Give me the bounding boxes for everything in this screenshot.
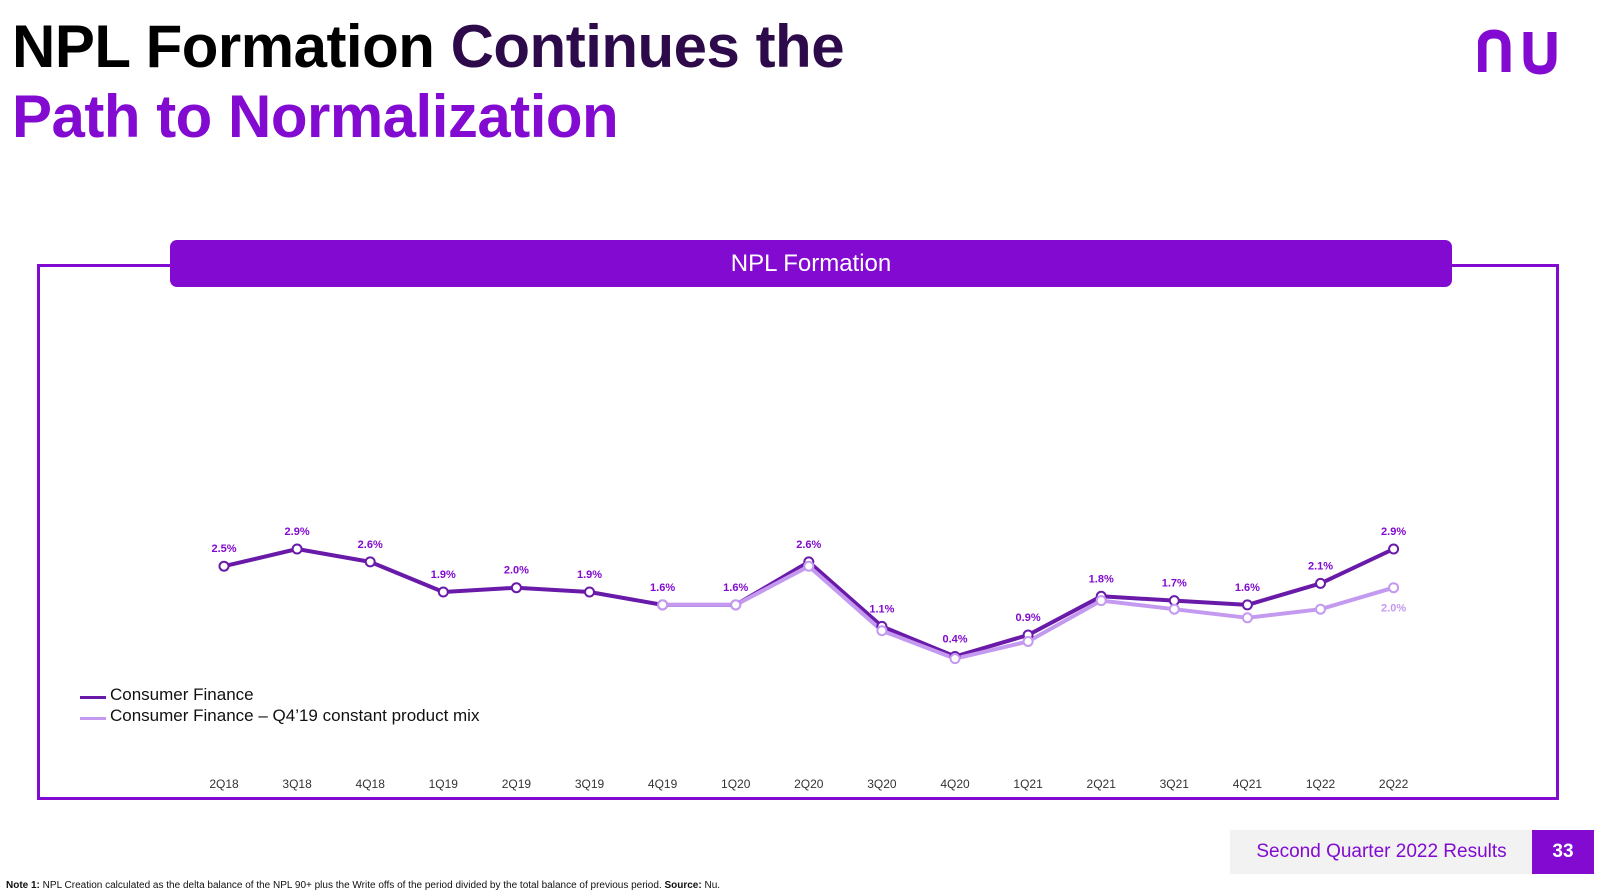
x-tick-label: 2Q18 [209, 777, 239, 791]
x-tick-label: 1Q21 [1013, 777, 1043, 791]
data-label: 1.8% [1089, 573, 1114, 585]
legend-swatch-light [80, 717, 106, 720]
chart-legend: Consumer Finance Consumer Finance – Q4’1… [80, 684, 479, 726]
title-part-1: NPL Formation [12, 13, 451, 80]
x-tick-label: 2Q19 [502, 777, 532, 791]
data-point [1241, 612, 1253, 624]
data-label: 2.9% [1381, 526, 1406, 538]
legend-swatch-dark [80, 696, 106, 699]
data-point [657, 599, 669, 611]
data-point [803, 560, 815, 572]
data-point [218, 560, 230, 572]
data-label: 0.4% [942, 634, 967, 646]
x-tick-label: 1Q22 [1306, 777, 1336, 791]
x-tick-label: 3Q19 [575, 777, 605, 791]
x-tick-label: 2Q22 [1379, 777, 1409, 791]
data-label: 1.7% [1162, 578, 1187, 590]
x-tick-label: 4Q20 [940, 777, 970, 791]
data-label: 1.6% [650, 582, 675, 594]
data-label: 1.9% [431, 569, 456, 581]
data-point [364, 556, 376, 568]
x-tick-label: 2Q21 [1087, 777, 1117, 791]
x-tick-label: 3Q20 [867, 777, 897, 791]
data-label: 2.1% [1308, 560, 1333, 572]
chart-title: NPL Formation [170, 240, 1452, 287]
x-tick-label: 1Q19 [429, 777, 459, 791]
data-point [437, 586, 449, 598]
data-point [1022, 635, 1034, 647]
data-point [949, 653, 961, 665]
x-tick-label: 4Q18 [356, 777, 386, 791]
data-label: 1.6% [723, 582, 748, 594]
data-point [1315, 577, 1326, 589]
data-label: 1.6% [1235, 582, 1260, 594]
data-point [291, 543, 303, 555]
data-label: 2.0% [504, 565, 529, 577]
legend-item-consumer-finance: Consumer Finance [80, 684, 479, 705]
legend-label: Consumer Finance – Q4’19 constant produc… [110, 706, 480, 725]
data-label: 2.0% [1381, 603, 1406, 615]
footnote: Note 1: NPL Creation calculated as the d… [6, 880, 720, 891]
note-label: Note 1: [6, 880, 40, 891]
data-point [1095, 595, 1107, 607]
legend-label: Consumer Finance [110, 685, 254, 704]
nu-logo-icon [1478, 29, 1557, 75]
x-tick-label: 3Q21 [1160, 777, 1190, 791]
data-label: 2.5% [211, 543, 236, 555]
x-tick-label: 3Q18 [282, 777, 312, 791]
data-point [510, 582, 522, 594]
data-point [1168, 603, 1180, 615]
data-point [1388, 582, 1400, 594]
data-label: 2.6% [358, 539, 383, 551]
source-text: Nu. [701, 880, 721, 891]
data-point [1315, 603, 1326, 615]
page-number: 33 [1532, 830, 1594, 874]
data-point [1388, 543, 1400, 555]
x-tick-label: 1Q20 [721, 777, 751, 791]
data-label: 2.9% [285, 526, 310, 538]
data-label: 0.9% [1016, 612, 1041, 624]
data-label: 1.9% [577, 569, 602, 581]
data-label: 1.1% [869, 603, 894, 615]
data-label: 2.6% [796, 539, 821, 551]
data-point [1241, 599, 1253, 611]
title-part-3: Path to Normalization [12, 83, 619, 150]
x-tick-label: 4Q19 [648, 777, 678, 791]
note-text: NPL Creation calculated as the delta bal… [39, 880, 665, 891]
x-tick-label: 4Q21 [1233, 777, 1263, 791]
data-point [876, 625, 888, 637]
report-label: Second Quarter 2022 Results [1230, 830, 1533, 874]
page-title: NPL Formation Continues the Path to Norm… [12, 12, 845, 152]
source-label: Source: [664, 880, 702, 891]
x-tick-label: 2Q20 [794, 777, 824, 791]
data-point [730, 599, 742, 611]
legend-item-constant-mix: Consumer Finance – Q4’19 constant produc… [80, 705, 479, 726]
title-part-2: Continues the [450, 13, 845, 80]
data-point [584, 586, 595, 598]
